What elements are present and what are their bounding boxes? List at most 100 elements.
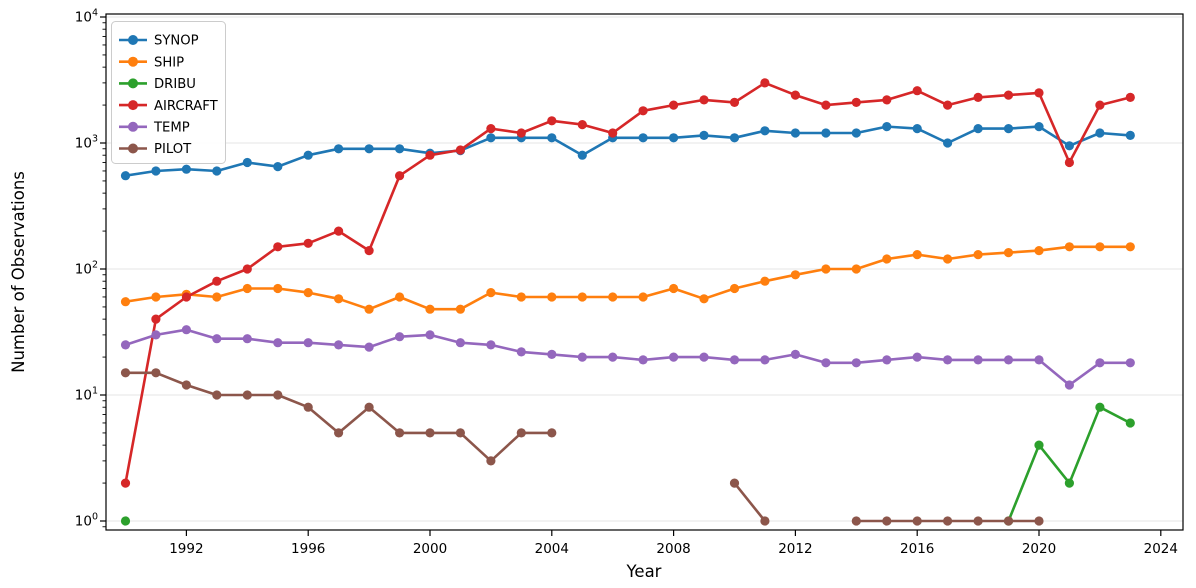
- x-tick-label: 1996: [291, 541, 325, 557]
- data-point: [212, 166, 222, 176]
- data-point: [1003, 516, 1014, 526]
- data-point: [455, 145, 465, 155]
- y-tick-label: 102: [75, 260, 98, 278]
- data-point: [882, 355, 892, 365]
- data-point: [1125, 358, 1135, 368]
- data-point: [912, 516, 922, 526]
- data-series-layer: [120, 78, 1135, 526]
- data-point: [1064, 478, 1074, 488]
- data-point: [851, 358, 861, 368]
- x-tick-label: 2020: [1022, 541, 1056, 557]
- data-point: [486, 133, 496, 143]
- data-point: [821, 128, 831, 138]
- data-point: [425, 304, 435, 314]
- data-point: [334, 144, 344, 154]
- data-point: [1064, 380, 1074, 390]
- axes-layer: 1992 1996 2000 2004 2008 2012 2016 2020 2024 100 1…: [75, 8, 1184, 557]
- data-point: [120, 171, 131, 181]
- data-point: [729, 97, 740, 107]
- data-point: [212, 292, 222, 302]
- data-point: [1034, 88, 1044, 98]
- data-point: [669, 352, 679, 362]
- data-point: [516, 128, 526, 138]
- data-point: [547, 292, 557, 302]
- data-point: [151, 166, 161, 176]
- data-point: [729, 355, 740, 365]
- data-point: [212, 390, 222, 400]
- plot-border: [105, 13, 1184, 531]
- legend-sample-marker: [128, 143, 138, 154]
- data-point: [729, 478, 740, 488]
- data-point: [151, 292, 161, 302]
- legend-label: DRIBU: [154, 77, 196, 92]
- legend-label: SYNOP: [154, 34, 199, 49]
- data-point: [912, 352, 922, 362]
- data-point: [790, 128, 801, 138]
- data-point: [395, 144, 405, 154]
- data-point: [242, 334, 252, 344]
- data-point: [334, 340, 344, 350]
- data-point: [851, 97, 861, 107]
- data-point: [1003, 248, 1014, 258]
- data-point: [638, 106, 648, 116]
- series-line-temp: [124, 328, 1132, 387]
- data-point: [151, 314, 161, 324]
- data-point: [1125, 130, 1135, 140]
- data-point: [790, 349, 801, 359]
- data-point: [1003, 90, 1014, 100]
- data-point: [303, 288, 313, 298]
- data-point: [151, 368, 161, 378]
- data-point: [120, 297, 131, 307]
- legend-sample-marker: [128, 78, 138, 89]
- data-point: [973, 250, 983, 260]
- data-point: [760, 355, 770, 365]
- data-point: [516, 292, 526, 302]
- data-point: [181, 292, 191, 302]
- y-tick-label: 100: [75, 512, 98, 530]
- data-point: [181, 380, 191, 390]
- data-point: [364, 246, 374, 256]
- data-point: [943, 355, 953, 365]
- data-point: [273, 162, 283, 172]
- legend-label: PILOT: [154, 142, 192, 157]
- data-point: [364, 342, 374, 352]
- data-point: [364, 402, 374, 412]
- x-tick-label: 2024: [1144, 541, 1178, 557]
- data-point: [1003, 124, 1014, 134]
- data-point: [973, 124, 983, 134]
- series-pilot: [120, 368, 1044, 526]
- legend-sample-marker: [128, 35, 138, 45]
- data-point: [486, 124, 496, 134]
- data-point: [608, 352, 618, 362]
- data-point: [821, 100, 831, 110]
- data-point: [303, 150, 313, 160]
- data-point: [760, 78, 770, 88]
- data-point: [1034, 355, 1044, 365]
- data-point: [821, 358, 831, 368]
- x-tick-label: 2012: [778, 541, 812, 557]
- series-line-aircraft: [124, 81, 1132, 485]
- data-point: [577, 150, 587, 160]
- x-tick-label: 2004: [535, 541, 569, 557]
- data-point: [303, 338, 313, 348]
- data-point: [943, 516, 953, 526]
- gridlines: [106, 16, 1183, 522]
- data-point: [455, 304, 465, 314]
- legend-item-synop: SYNOP: [119, 34, 199, 49]
- data-point: [120, 516, 131, 526]
- series-line-synop: [124, 125, 1132, 177]
- y-tick-label: 101: [75, 386, 98, 404]
- legend-label: AIRCRAFT: [154, 99, 219, 114]
- x-tick-label: 1992: [169, 541, 203, 557]
- data-point: [1095, 128, 1105, 138]
- data-point: [516, 347, 526, 357]
- legend-item-temp: TEMP: [119, 121, 190, 136]
- legend-label: SHIP: [154, 55, 184, 70]
- data-point: [1125, 418, 1135, 428]
- series-dribu: [120, 402, 1135, 526]
- data-point: [973, 355, 983, 365]
- data-point: [1095, 242, 1105, 252]
- data-point: [851, 264, 861, 274]
- data-point: [1125, 92, 1135, 102]
- legend-sample-marker: [128, 121, 138, 132]
